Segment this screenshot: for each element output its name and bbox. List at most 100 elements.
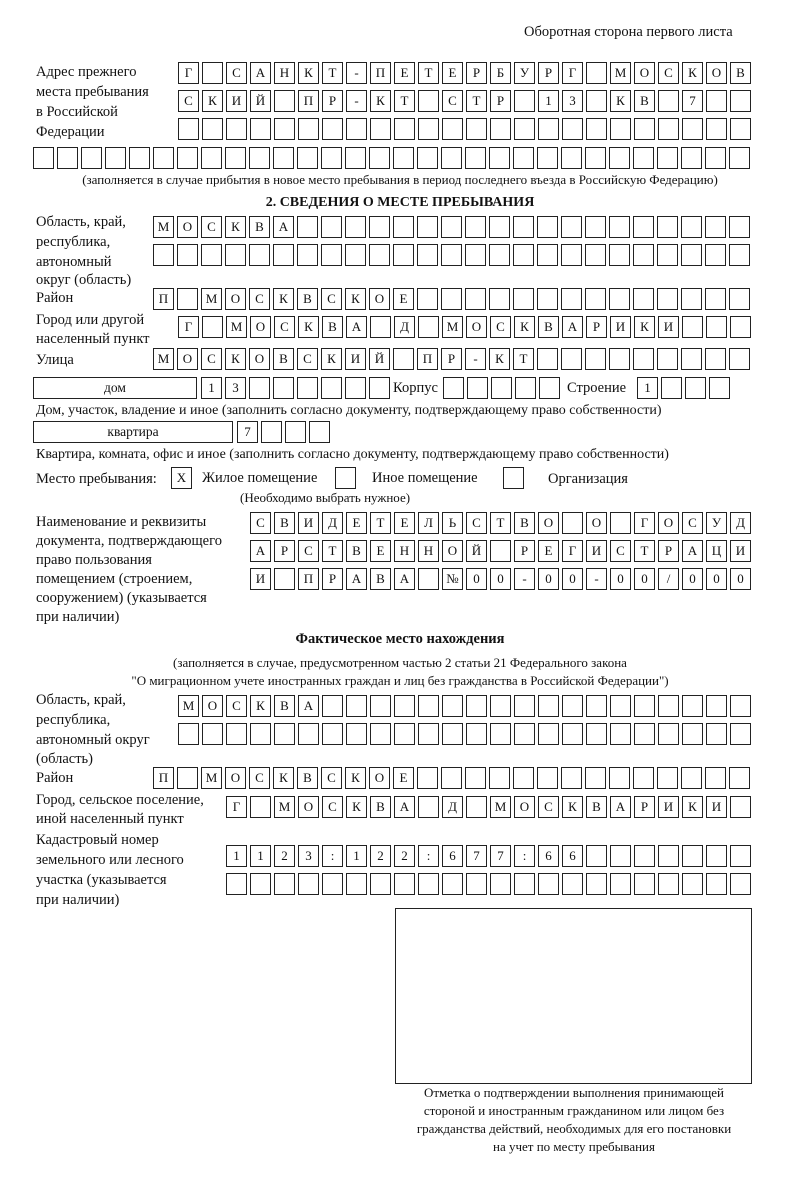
char-cell[interactable] [681,216,702,238]
char-cell[interactable] [394,723,415,745]
char-cell[interactable]: В [273,348,294,370]
char-cell[interactable] [513,767,534,789]
char-cell[interactable] [561,767,582,789]
char-cell[interactable]: Г [562,62,583,84]
char-cell[interactable]: И [706,796,727,818]
char-cell[interactable] [537,147,558,169]
char-cell[interactable]: И [345,348,366,370]
char-cell[interactable]: К [321,348,342,370]
char-cell[interactable]: С [226,62,247,84]
char-cell[interactable]: Т [322,62,343,84]
char-cell[interactable] [249,377,270,399]
char-cell[interactable] [225,244,246,266]
char-cell[interactable]: 2 [370,845,391,867]
char-cell[interactable] [682,316,703,338]
char-cell[interactable] [730,845,751,867]
char-cell[interactable]: В [297,767,318,789]
char-cell[interactable] [441,288,462,310]
char-cell[interactable]: К [298,316,319,338]
char-cell[interactable] [634,723,655,745]
char-cell[interactable]: М [201,767,222,789]
char-cell[interactable] [537,216,558,238]
char-cell[interactable] [706,723,727,745]
char-cell[interactable] [730,796,751,818]
char-cell[interactable] [537,288,558,310]
char-cell[interactable] [466,873,487,895]
char-cell[interactable]: О [250,316,271,338]
char-cell[interactable] [297,216,318,238]
char-cell[interactable] [202,118,223,140]
char-cell[interactable]: М [153,348,174,370]
char-cell[interactable]: Ь [442,512,463,534]
char-cell[interactable] [177,288,198,310]
char-cell[interactable]: С [538,796,559,818]
char-cell[interactable]: С [682,512,703,534]
char-cell[interactable] [202,723,223,745]
char-cell[interactable] [539,377,560,399]
char-cell[interactable]: С [249,288,270,310]
char-cell[interactable]: М [178,695,199,717]
char-cell[interactable] [417,216,438,238]
char-cell[interactable]: А [562,316,583,338]
char-cell[interactable]: 2 [394,845,415,867]
char-cell[interactable]: 3 [225,377,246,399]
char-cell[interactable]: Т [394,90,415,112]
char-cell[interactable] [153,244,174,266]
char-cell[interactable] [346,723,367,745]
char-cell[interactable] [562,512,583,534]
char-cell[interactable]: 1 [226,845,247,867]
char-cell[interactable] [418,90,439,112]
char-cell[interactable] [658,723,679,745]
char-cell[interactable] [585,147,606,169]
char-cell[interactable] [513,288,534,310]
char-cell[interactable] [345,244,366,266]
char-cell[interactable]: П [153,288,174,310]
char-cell[interactable] [369,244,390,266]
char-cell[interactable] [514,90,535,112]
char-cell[interactable] [609,288,630,310]
char-cell[interactable] [682,118,703,140]
char-cell[interactable] [681,244,702,266]
char-cell[interactable]: Р [514,540,535,562]
char-cell[interactable] [418,316,439,338]
char-cell[interactable] [465,244,486,266]
char-cell[interactable]: Й [466,540,487,562]
char-cell[interactable]: К [345,767,366,789]
char-cell[interactable]: О [177,348,198,370]
char-cell[interactable]: О [369,288,390,310]
char-cell[interactable] [634,873,655,895]
char-cell[interactable] [441,216,462,238]
char-cell[interactable]: С [658,62,679,84]
char-cell[interactable]: А [346,316,367,338]
char-cell[interactable] [609,216,630,238]
char-cell[interactable]: 6 [538,845,559,867]
char-cell[interactable] [538,873,559,895]
char-cell[interactable]: Е [393,288,414,310]
char-cell[interactable] [730,695,751,717]
char-cell[interactable] [537,767,558,789]
char-cell[interactable] [202,62,223,84]
char-cell[interactable] [586,118,607,140]
char-cell[interactable] [226,873,247,895]
char-cell[interactable] [729,244,750,266]
char-cell[interactable]: А [610,796,631,818]
char-cell[interactable]: Р [466,62,487,84]
char-cell[interactable]: И [250,568,271,590]
char-cell[interactable] [685,377,706,399]
char-cell[interactable]: К [370,90,391,112]
char-cell[interactable]: Т [370,512,391,534]
char-cell[interactable] [273,377,294,399]
char-cell[interactable] [657,216,678,238]
char-cell[interactable]: : [418,845,439,867]
char-cell[interactable]: Р [586,316,607,338]
char-cell[interactable] [394,695,415,717]
char-cell[interactable]: В [370,568,391,590]
char-cell[interactable] [418,873,439,895]
char-cell[interactable] [441,244,462,266]
char-cell[interactable] [513,244,534,266]
char-cell[interactable]: № [442,568,463,590]
char-cell[interactable]: 7 [490,845,511,867]
char-cell[interactable] [561,348,582,370]
char-cell[interactable] [393,348,414,370]
char-cell[interactable]: 2 [274,845,295,867]
